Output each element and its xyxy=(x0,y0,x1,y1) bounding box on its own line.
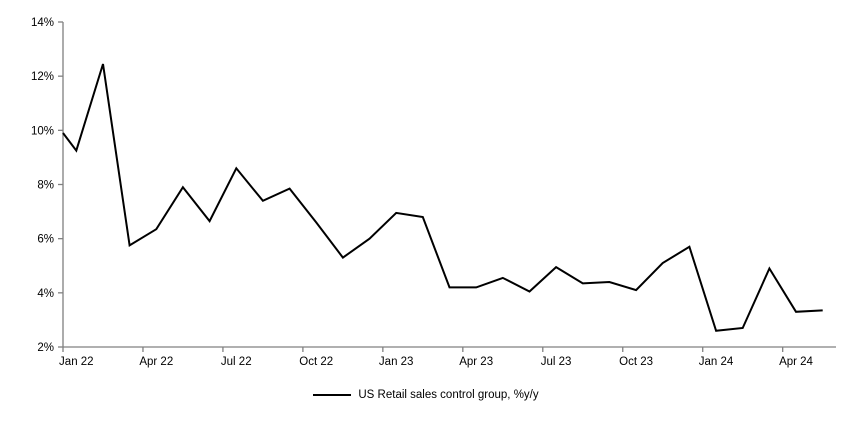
x-tick-label: Oct 22 xyxy=(299,356,333,368)
x-tick-label: Jan 22 xyxy=(59,356,94,368)
y-tick-label: 12% xyxy=(31,71,54,83)
x-tick-label: Jan 24 xyxy=(699,356,734,368)
x-tick-label: Apr 22 xyxy=(139,356,173,368)
x-tick-label: Jan 23 xyxy=(379,356,414,368)
legend-line-swatch xyxy=(313,394,352,396)
legend: US Retail sales control group, %y/y xyxy=(0,389,852,401)
series-line xyxy=(62,63,823,332)
y-tick-label: 10% xyxy=(31,125,54,137)
x-tick-label: Jul 22 xyxy=(221,356,252,368)
legend-label: US Retail sales control group, %y/y xyxy=(358,389,539,401)
x-tick-label: Apr 23 xyxy=(459,356,493,368)
y-tick-label: 4% xyxy=(37,288,54,300)
x-tick-label: Apr 24 xyxy=(779,356,813,368)
x-tick-label: Oct 23 xyxy=(619,356,653,368)
y-tick-label: 14% xyxy=(31,17,54,29)
y-tick-label: 8% xyxy=(37,180,54,192)
y-tick-label: 6% xyxy=(37,234,54,246)
y-tick-label: 2% xyxy=(37,342,54,354)
x-tick-label: Jul 23 xyxy=(541,356,572,368)
